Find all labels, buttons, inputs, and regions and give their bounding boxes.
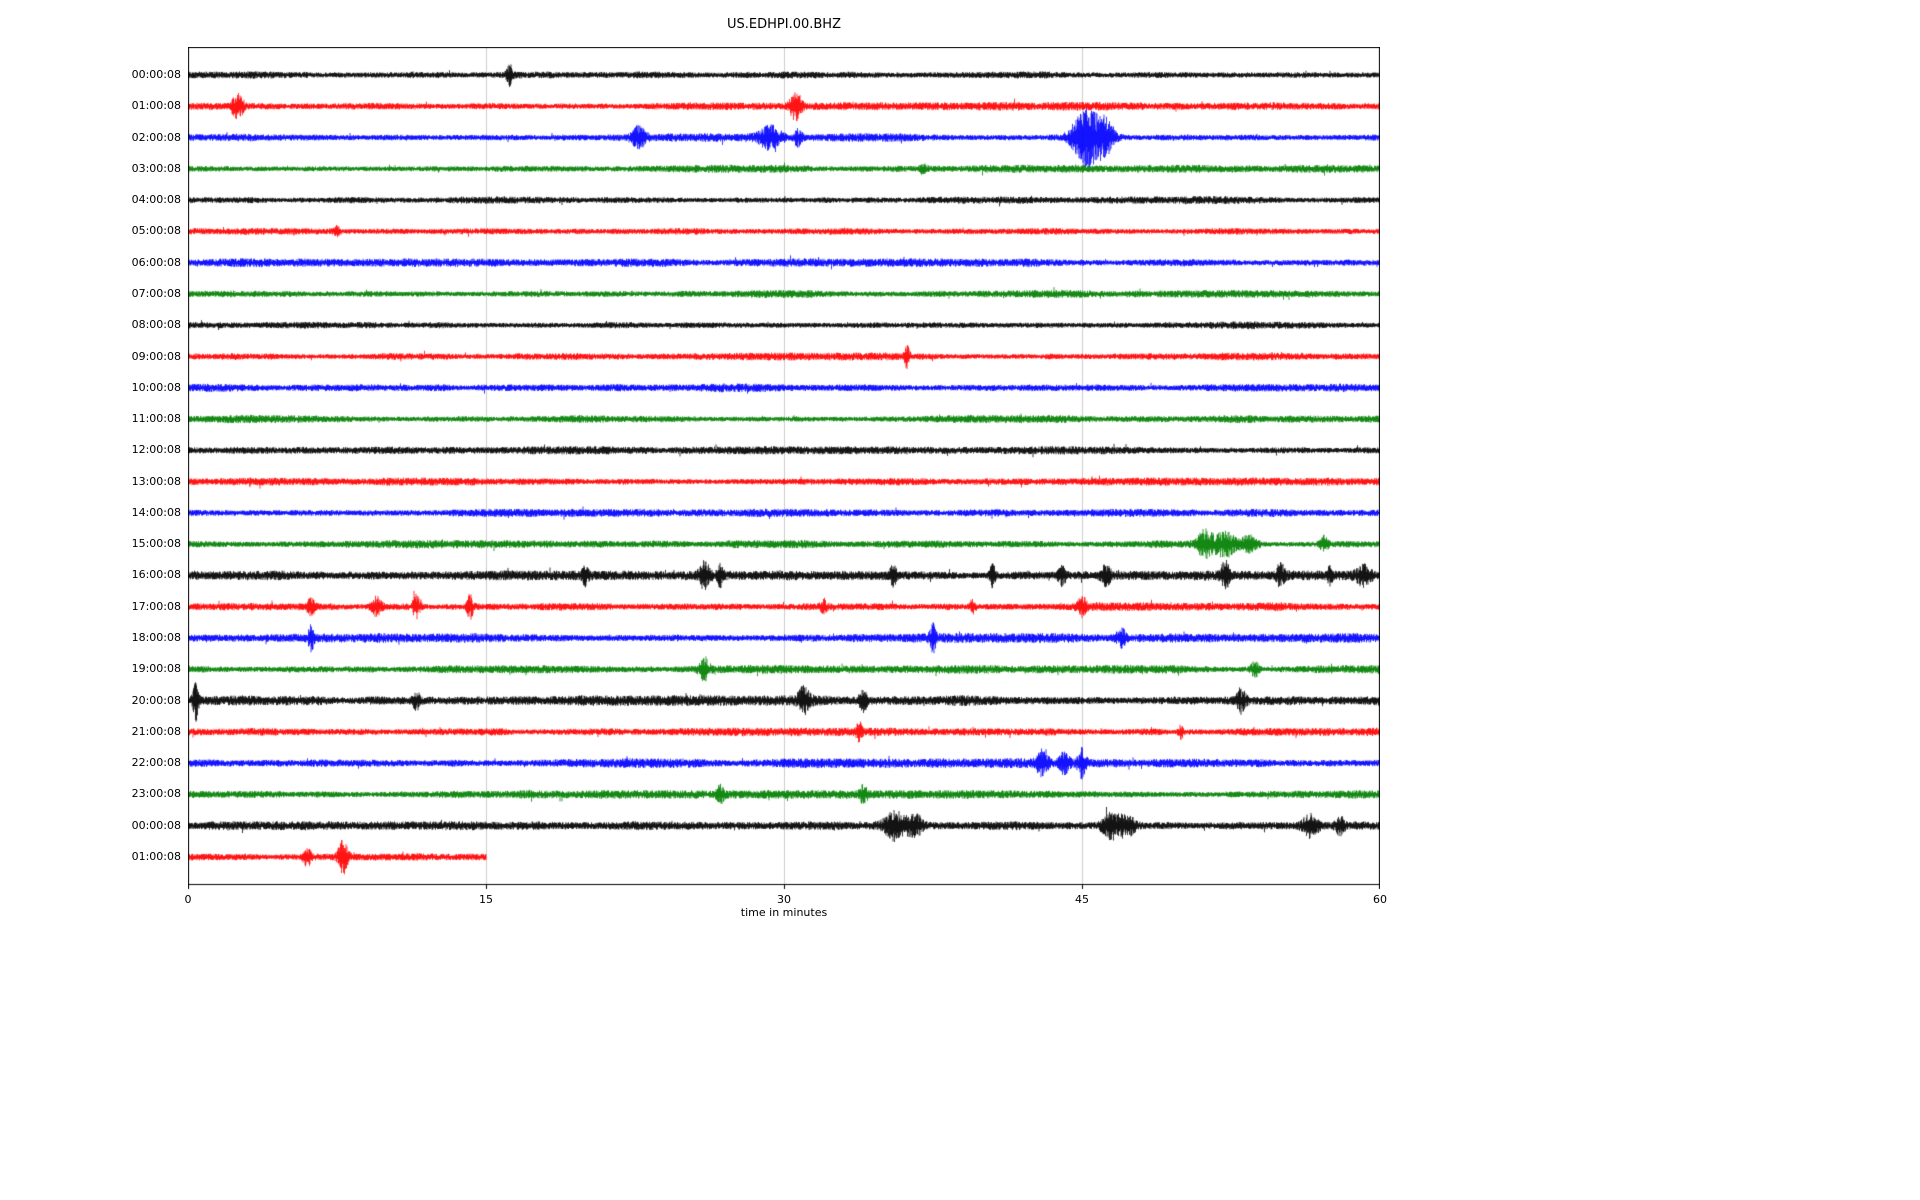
trace-row-label: 00:00:08 bbox=[131, 68, 181, 81]
trace-row-label: 03:00:08 bbox=[131, 161, 181, 175]
trace-row-label: 22:00:08 bbox=[131, 756, 181, 770]
page-title: US.EDHPI.00.BHZ bbox=[727, 17, 841, 32]
trace-row-label: 04:00:08 bbox=[131, 193, 181, 207]
trace-row-label: 17:00:08 bbox=[131, 599, 181, 613]
x-axis-label: time in minutes bbox=[740, 906, 828, 919]
x-tick-label: 30 bbox=[777, 893, 791, 906]
trace-row-label: 15:00:08 bbox=[131, 537, 181, 551]
trace-row-label: 16:00:08 bbox=[131, 568, 181, 582]
trace-row-label: 18:00:08 bbox=[131, 631, 181, 645]
trace-row-label: 01:00:08 bbox=[131, 850, 181, 863]
trace-row-label: 09:00:08 bbox=[131, 349, 181, 363]
trace-row-label: 19:00:08 bbox=[131, 662, 181, 676]
trace-row-label: 21:00:08 bbox=[131, 724, 181, 738]
trace-row-label: 13:00:08 bbox=[131, 474, 181, 488]
trace-row-label: 12:00:08 bbox=[131, 443, 181, 457]
trace-row-label: 01:00:08 bbox=[131, 99, 181, 113]
trace-row-label: 23:00:08 bbox=[131, 787, 181, 801]
seismogram-canvas bbox=[188, 47, 1380, 892]
x-tick-label: 0 bbox=[184, 893, 192, 906]
trace-row-label: 08:00:08 bbox=[131, 318, 181, 332]
trace-row-label: 06:00:08 bbox=[131, 255, 181, 269]
x-tick-label: 45 bbox=[1075, 893, 1089, 906]
trace-row-label: 20:00:08 bbox=[131, 693, 181, 707]
trace-row-label: 00:00:08 bbox=[131, 818, 181, 832]
trace-row-label: 11:00:08 bbox=[131, 412, 181, 426]
trace-row-label: 14:00:08 bbox=[131, 505, 181, 519]
trace-row-label: 07:00:08 bbox=[131, 286, 181, 300]
x-tick-label: 60 bbox=[1373, 893, 1387, 906]
trace-row-label: 05:00:08 bbox=[131, 224, 181, 238]
x-tick-label: 15 bbox=[479, 893, 493, 906]
trace-row-label: 10:00:08 bbox=[131, 380, 181, 394]
trace-row-label: 02:00:08 bbox=[131, 130, 181, 144]
